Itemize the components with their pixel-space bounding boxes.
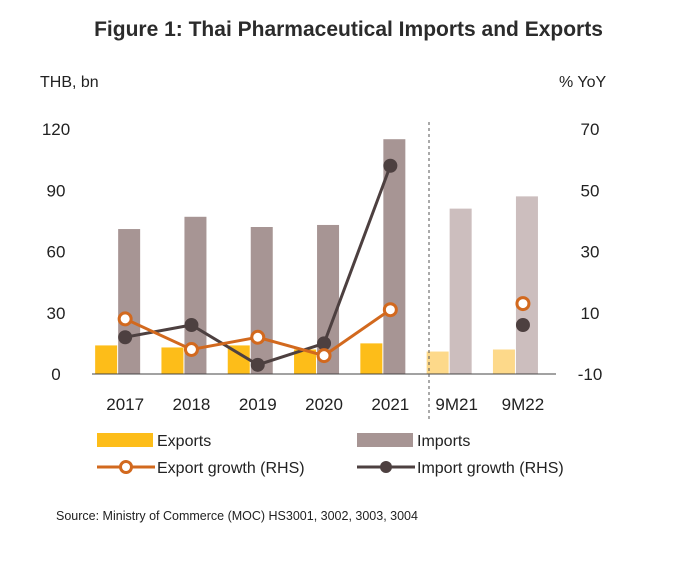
imports-bar	[515, 196, 538, 374]
category-label: 2021	[371, 395, 409, 414]
category-label: 2019	[239, 395, 277, 414]
imports-bar	[184, 216, 207, 374]
right-tick-label: 30	[581, 243, 600, 262]
left-axis-unit: THB, bn	[40, 74, 99, 91]
export-growth-marker	[316, 348, 332, 364]
legend-label: Imports	[417, 433, 470, 450]
category-label: 2018	[173, 395, 211, 414]
import-growth-marker	[515, 318, 530, 332]
category-label: 9M21	[435, 395, 478, 414]
chart-title: Figure 1: Thai Pharmaceutical Imports an…	[94, 18, 603, 41]
category-label: 2020	[305, 395, 343, 414]
export-growth-marker	[183, 342, 199, 357]
import-growth-marker	[184, 318, 199, 332]
legend-label: Exports	[157, 433, 211, 450]
source-note: Source: Ministry of Commerce (MOC) HS300…	[56, 509, 418, 523]
imports-bar	[118, 229, 141, 374]
right-tick-label: 70	[581, 120, 600, 139]
right-tick-label: -10	[578, 365, 603, 384]
imports-bar	[250, 227, 273, 374]
import-growth-marker	[118, 330, 133, 345]
right-axis-unit: % YoY	[559, 74, 607, 91]
import-growth-marker	[250, 357, 265, 372]
exports-bar	[426, 351, 449, 374]
category-label: 2017	[106, 395, 144, 414]
import-growth-marker	[317, 336, 332, 351]
category-label: 9M22	[502, 395, 545, 414]
imports-bar	[449, 208, 472, 374]
legend-label: Import growth (RHS)	[417, 460, 564, 477]
left-tick-label: 60	[47, 243, 66, 262]
left-tick-label: 30	[47, 304, 66, 323]
exports-bar	[161, 347, 184, 374]
import-growth-marker	[383, 158, 398, 173]
exports-bar	[227, 345, 250, 374]
export-growth-marker	[515, 296, 531, 312]
legend-marker	[380, 461, 392, 473]
left-tick-label: 90	[47, 181, 66, 200]
right-tick-label: 10	[581, 304, 600, 323]
exports-bar	[95, 345, 118, 374]
left-tick-label: 0	[51, 365, 60, 384]
left-tick-label: 120	[42, 120, 70, 139]
legend-label: Export growth (RHS)	[157, 460, 305, 477]
legend-marker	[119, 460, 133, 474]
legend-swatch-bar	[357, 433, 413, 447]
exports-bar	[360, 343, 383, 374]
export-growth-marker	[250, 329, 266, 345]
export-growth-marker	[117, 311, 133, 327]
export-growth-marker	[382, 302, 398, 318]
right-tick-label: 50	[581, 181, 600, 200]
legend-swatch-bar	[97, 433, 153, 447]
exports-bar	[492, 349, 515, 374]
exports-bar	[294, 349, 317, 374]
